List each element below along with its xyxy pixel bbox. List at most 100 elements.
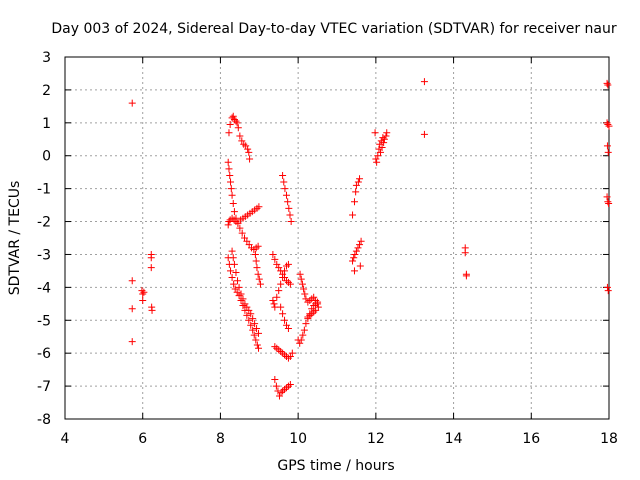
x-axis-label: GPS time / hours [277, 458, 394, 474]
data-point [253, 325, 261, 332]
data-point [300, 326, 308, 334]
data-point [284, 354, 292, 362]
data-point [604, 287, 612, 295]
y-tick-label: -7 [37, 379, 51, 395]
data-point [312, 297, 320, 305]
data-point [462, 272, 470, 280]
data-point [238, 229, 246, 237]
data-point [139, 297, 147, 305]
data-point [603, 119, 611, 127]
data-point [230, 260, 238, 268]
x-tick-labels: 4 6 8 10 12 14 16 18 [61, 431, 618, 447]
data-point [304, 298, 312, 306]
data-point [282, 321, 290, 329]
data-point [604, 148, 612, 156]
data-point [277, 348, 285, 356]
data-point [352, 181, 360, 189]
data-point [224, 158, 232, 166]
data-point [240, 140, 248, 148]
data-point [298, 280, 306, 288]
data-point [282, 384, 290, 392]
data-point [282, 277, 290, 285]
x-tick-label: 18 [600, 431, 618, 447]
y-tick-label: -3 [37, 247, 51, 263]
data-point [356, 241, 364, 249]
data-point [284, 278, 292, 286]
data-point [254, 270, 262, 278]
data-point [271, 343, 279, 351]
data-point [420, 78, 428, 86]
data-point [271, 255, 279, 263]
data-point [235, 283, 243, 291]
data-point [147, 254, 155, 262]
data-point [273, 344, 281, 352]
data-point [277, 280, 285, 288]
data-point [604, 198, 612, 206]
data-point [237, 290, 245, 298]
data-point [252, 257, 260, 265]
data-point [357, 237, 365, 245]
grid-lines [65, 57, 609, 419]
data-point [371, 129, 379, 137]
data-point [286, 211, 294, 219]
x-tick-label: 14 [445, 431, 463, 447]
data-point [281, 273, 289, 281]
data-point [140, 288, 148, 296]
data-point [236, 224, 244, 232]
data-point [255, 344, 263, 352]
data-point [230, 280, 238, 288]
data-point [245, 316, 253, 324]
data-point [287, 218, 295, 226]
data-point [312, 306, 320, 314]
data-point [297, 336, 305, 344]
data-point [378, 144, 386, 151]
y-tick-label: 3 [42, 50, 51, 66]
chart-title: Day 003 of 2024, Sidereal Day-to-day VTE… [51, 21, 617, 37]
data-point [420, 130, 428, 138]
data-point [226, 171, 234, 179]
data-point [255, 203, 263, 211]
data-point [251, 320, 259, 328]
data-point [233, 119, 241, 127]
data-point [288, 349, 296, 357]
data-point [245, 306, 253, 314]
y-tick-label: 1 [42, 116, 51, 132]
data-point [269, 297, 277, 305]
data-point [304, 313, 312, 321]
data-point [253, 264, 261, 272]
data-point [281, 316, 289, 324]
data-point [228, 214, 236, 222]
data-point [233, 288, 241, 296]
data-point [380, 135, 388, 143]
data-point [236, 132, 244, 140]
data-point [296, 270, 304, 278]
y-axis-label: SDTVAR / TECUs [7, 181, 23, 296]
data-point [279, 387, 287, 395]
data-point [138, 287, 146, 295]
data-point [603, 79, 611, 87]
data-point [282, 191, 290, 199]
data-point [603, 193, 611, 201]
data-point [238, 137, 246, 145]
data-point [349, 211, 357, 219]
data-point [284, 260, 292, 268]
y-tick-label: -6 [37, 346, 51, 362]
data-point [380, 139, 388, 147]
data-points [128, 78, 613, 400]
data-point [229, 112, 237, 120]
data-point [286, 352, 294, 360]
data-point [301, 290, 309, 298]
data-point [314, 300, 322, 308]
data-point [139, 290, 147, 298]
data-point [228, 247, 236, 255]
data-point [247, 310, 255, 318]
data-point [285, 204, 293, 212]
data-point [247, 321, 255, 329]
data-point [128, 99, 136, 107]
y-tick-label: -1 [37, 182, 51, 198]
data-point [228, 273, 236, 281]
data-point [297, 275, 305, 283]
data-point [310, 301, 318, 309]
data-point [246, 155, 254, 163]
data-point [227, 185, 235, 193]
